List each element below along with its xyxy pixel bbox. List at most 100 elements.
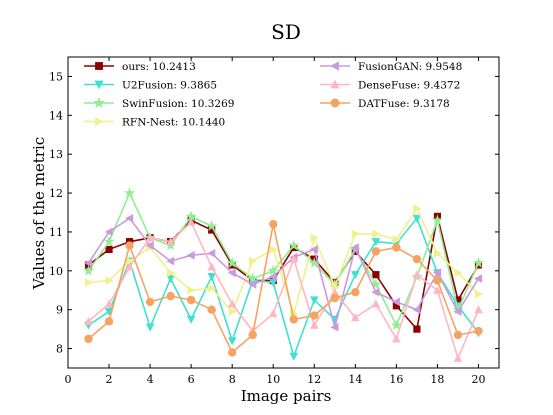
data-point [84, 258, 93, 268]
data-point [186, 217, 196, 226]
data-point [412, 305, 421, 315]
chart-title: SD [271, 20, 301, 44]
y-tick-label: 11 [49, 226, 63, 239]
data-point [413, 325, 421, 333]
data-point [268, 272, 277, 281]
legend-entry-2: SwinFusion: 10.3269 [84, 96, 234, 110]
x-tick-label: 16 [389, 373, 403, 386]
data-point [371, 247, 381, 256]
data-point [227, 299, 237, 308]
data-point [350, 271, 360, 280]
data-point [125, 213, 134, 223]
data-point [412, 270, 422, 279]
x-tick-label: 12 [307, 373, 321, 386]
axes: 0 2 4 6 8 10 12 14 16 18 20 8 9 10 11 12 13 14 15 [49, 56, 500, 386]
data-point [267, 264, 279, 276]
data-point [145, 233, 155, 242]
x-tick-label: 20 [471, 373, 485, 386]
data-point [104, 299, 114, 308]
data-point [372, 229, 381, 239]
data-point [289, 254, 299, 263]
x-tick-label: 6 [188, 373, 195, 386]
series-6 [84, 219, 483, 357]
series-line [88, 216, 480, 359]
data-point [105, 245, 113, 254]
legend-label: DATFuse: 9.3178 [358, 98, 450, 110]
y-tick-label: 13 [49, 148, 63, 161]
data-point [227, 337, 237, 346]
data-point [432, 268, 442, 278]
legend-marker [330, 98, 340, 108]
legend-marker [95, 62, 103, 70]
data-point [187, 285, 196, 295]
data-point [351, 287, 360, 297]
data-point [104, 317, 114, 326]
x-tick-label: 4 [147, 373, 154, 386]
x-tick-label: 0 [65, 373, 72, 386]
data-point [125, 262, 134, 271]
legend-label: SwinFusion: 10.3269 [122, 98, 234, 110]
data-point [310, 233, 319, 243]
y-axis-label: Values of the metric [30, 137, 48, 290]
data-point [474, 305, 483, 314]
y-tick-label: 12 [49, 187, 63, 200]
data-point [125, 241, 134, 250]
data-point [186, 250, 195, 260]
legend-marker [330, 79, 340, 89]
series-line [87, 220, 480, 361]
legend-label: ours: 10.2413 [122, 61, 196, 73]
legend-label: U2Fusion: 9.3865 [122, 79, 217, 91]
y-tick-label: 10 [49, 265, 63, 278]
data-point [392, 334, 401, 343]
data-point [392, 235, 401, 245]
data-point [248, 280, 257, 289]
data-point [433, 276, 442, 285]
data-point [472, 257, 485, 268]
data-point [371, 299, 381, 308]
legend-marker [330, 61, 339, 71]
data-point [207, 272, 217, 282]
data-point [207, 248, 216, 258]
legend-entry-4: FusionGAN: 9.9548 [320, 61, 462, 73]
data-point [105, 276, 114, 285]
data-point [103, 235, 115, 247]
data-point [84, 278, 93, 287]
data-point [453, 307, 462, 316]
data-point [289, 352, 299, 361]
data-point [226, 257, 238, 268]
legend-entry-6: DATFuse: 9.3178 [320, 98, 450, 110]
series-line [88, 206, 480, 317]
data-point [309, 245, 318, 254]
legend-label: DenseFuse: 9.4372 [358, 79, 460, 91]
data-point [453, 353, 463, 362]
data-point [228, 307, 237, 316]
data-point [206, 220, 218, 231]
plot-frame [67, 56, 500, 369]
x-axis-label: Image pairs [241, 387, 332, 405]
data-point [350, 313, 360, 322]
data-point [145, 323, 155, 332]
legend-marker [95, 116, 104, 127]
y-tick-label: 15 [49, 70, 63, 83]
data-point [433, 248, 442, 258]
data-point [227, 348, 237, 357]
data-point [412, 214, 422, 223]
x-tick-label: 10 [266, 373, 280, 386]
data-point [371, 238, 381, 247]
x-tick-label: 18 [430, 373, 444, 386]
legend-entry-1: U2Fusion: 9.3865 [84, 79, 217, 91]
data-point [269, 219, 278, 229]
data-point [268, 309, 278, 318]
x-tick-label: 2 [106, 373, 113, 386]
data-point [474, 289, 483, 299]
legend-label: FusionGAN: 9.9548 [358, 61, 462, 73]
data-point [104, 227, 113, 237]
legend-entry-5: DenseFuse: 9.4372 [320, 79, 460, 91]
data-point [372, 271, 380, 279]
data-point [390, 319, 402, 330]
data-point [392, 243, 401, 252]
data-point [391, 297, 401, 307]
data-point [412, 254, 422, 264]
data-point [186, 295, 196, 305]
data-point [350, 243, 359, 252]
